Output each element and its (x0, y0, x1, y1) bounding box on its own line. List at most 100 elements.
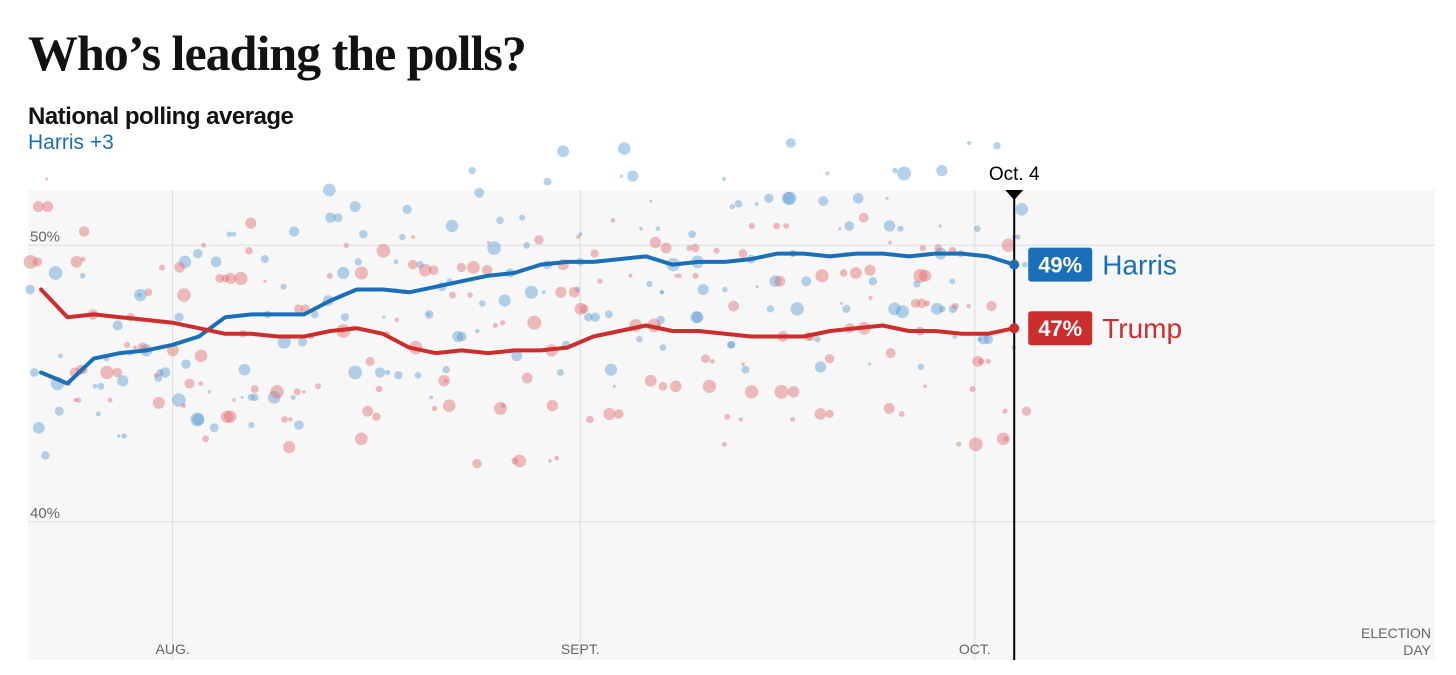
poll-dot (691, 311, 704, 323)
poll-dot (294, 420, 304, 430)
poll-dot (348, 365, 363, 380)
poll-dot (674, 273, 679, 278)
x-tick-label: SEPT. (561, 641, 600, 657)
poll-dot (442, 365, 450, 374)
poll-dot (1003, 436, 1009, 442)
poll-dot (260, 255, 269, 264)
poll-dot (281, 416, 288, 423)
poll-dot (690, 243, 700, 253)
poll-dot (985, 358, 992, 365)
poll-dot (263, 279, 267, 283)
poll-dot (245, 217, 257, 229)
poll-dot (543, 177, 552, 186)
poll-dot (184, 378, 195, 389)
poll-dot (722, 441, 727, 447)
poll-dot (639, 226, 643, 231)
poll-dot (527, 315, 542, 330)
poll-dot (724, 413, 731, 420)
poll-dot (394, 371, 403, 380)
poll-dot (431, 405, 438, 412)
poll-dot (534, 235, 544, 245)
poll-dot (574, 302, 587, 315)
poll-dot (688, 230, 697, 239)
trump-value-badge (1028, 311, 1093, 346)
poll-dot (774, 275, 786, 287)
poll-dot (221, 274, 230, 283)
poll-dot (80, 256, 86, 262)
poll-dot (492, 322, 498, 329)
leader-margin: Harris +3 (28, 131, 114, 154)
poll-dot (669, 380, 682, 393)
poll-dot (393, 259, 399, 265)
poll-dot (240, 395, 244, 399)
poll-dot (839, 269, 848, 277)
poll-dot (604, 363, 618, 376)
poll-dot (466, 261, 480, 274)
chart-subtitle: National polling average (28, 103, 294, 130)
poll-dot (1015, 203, 1029, 216)
poll-dot (354, 258, 362, 266)
poll-dot (555, 286, 567, 298)
poll-dot (729, 203, 735, 210)
x-tick-label: AUG. (156, 641, 190, 657)
x-tick-label: ELECTION DAY (1361, 625, 1432, 658)
poll-dot (54, 406, 64, 416)
poll-dot (41, 451, 50, 460)
poll-dot (290, 394, 296, 400)
poll-dot (270, 385, 284, 399)
poll-dot (814, 361, 827, 373)
poll-dot (523, 241, 531, 249)
poll-dot (605, 310, 613, 319)
poll-dot (790, 416, 796, 422)
poll-dot (627, 170, 639, 182)
poll-dot (721, 176, 726, 182)
poll-dot (741, 362, 745, 367)
poll-dot (966, 303, 971, 309)
poll-dot (117, 375, 129, 387)
poll-dot (659, 290, 664, 295)
poll-dot (45, 177, 49, 181)
poll-dot (783, 191, 797, 205)
poll-dot (220, 410, 234, 423)
poll-dot (178, 255, 192, 269)
poll-dot (181, 359, 191, 369)
trump-series-label: Trump (1102, 313, 1182, 344)
poll-dot (174, 262, 185, 273)
poll-dot (781, 192, 795, 205)
poll-dot (137, 292, 142, 298)
poll-dot (365, 356, 375, 366)
poll-dot (277, 335, 291, 349)
plot-area (28, 190, 1435, 660)
poll-dot (443, 399, 456, 412)
poll-dot (978, 358, 985, 365)
poll-dot (144, 288, 153, 297)
poll-dot (238, 363, 251, 376)
poll-dot (934, 244, 943, 252)
poll-dot (33, 421, 45, 434)
poll-dot (340, 313, 350, 322)
poll-dot (209, 423, 219, 433)
poll-dot (486, 240, 491, 245)
poll-dot (574, 286, 581, 293)
poll-dot (709, 359, 715, 364)
poll-dot (349, 201, 361, 213)
poll-dot (766, 305, 775, 313)
poll-dot (713, 247, 720, 254)
poll-dot (159, 264, 166, 271)
poll-dot (546, 399, 558, 412)
poll-dot (660, 242, 672, 254)
poll-dot (416, 260, 424, 269)
poll-dot (825, 409, 834, 419)
poll-dot (376, 244, 391, 258)
y-tick-label: 50% (30, 228, 60, 245)
poll-dot (978, 334, 989, 345)
poll-dot (231, 231, 237, 237)
poll-dot (198, 381, 204, 386)
poll-dot (247, 393, 255, 401)
poll-dot (919, 244, 926, 252)
poll-dot (438, 374, 450, 387)
poll-dot (359, 229, 368, 239)
poll-dot (690, 311, 703, 324)
poll-dot (659, 344, 667, 351)
